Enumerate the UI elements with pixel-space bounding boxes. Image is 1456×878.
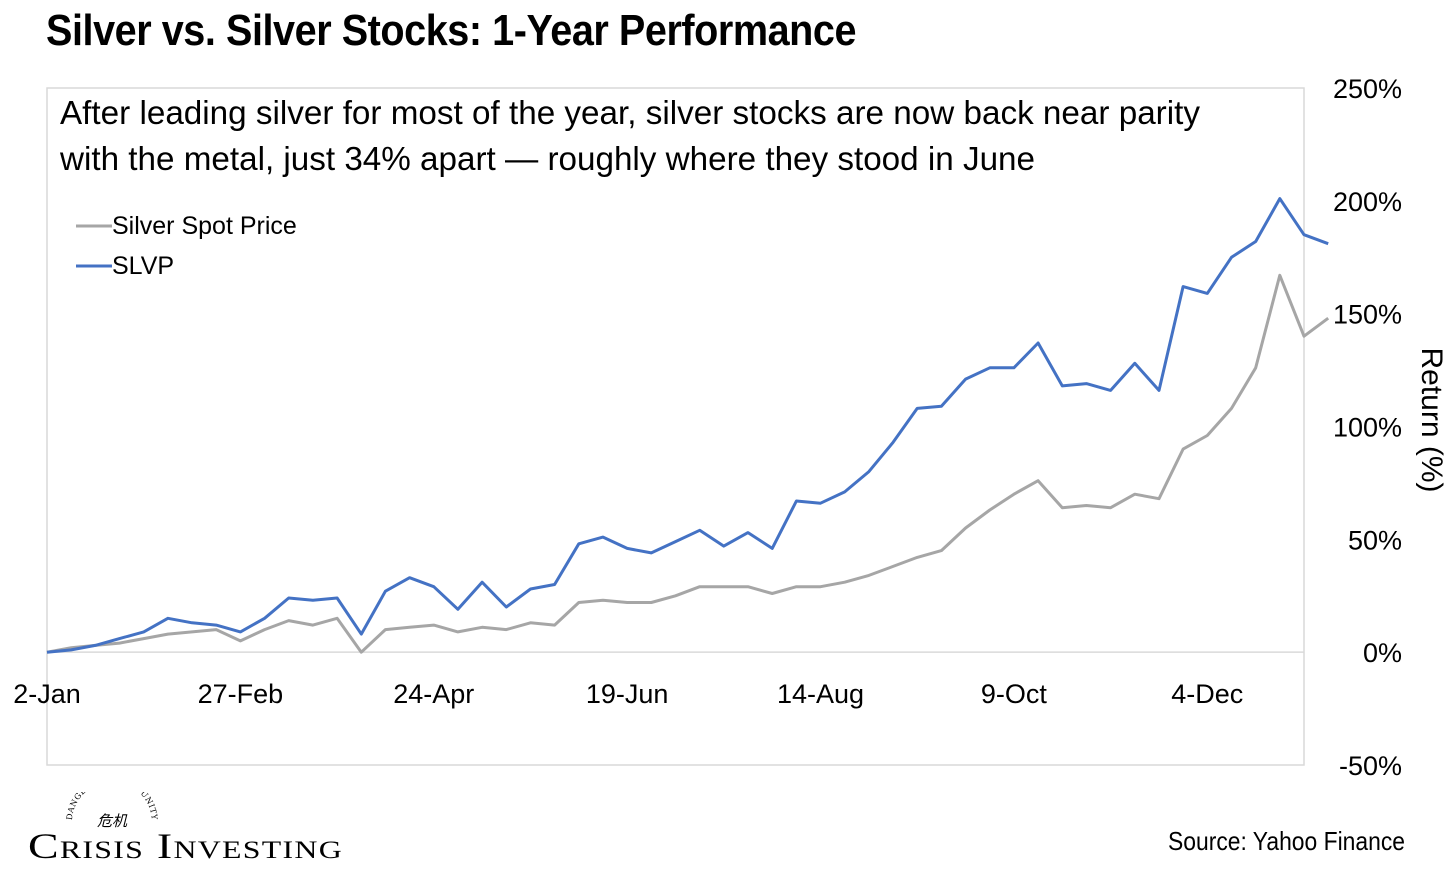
- y-tick-label: 150%: [1333, 300, 1402, 330]
- y-tick-label: 50%: [1348, 525, 1402, 555]
- y-tick-label: 100%: [1333, 413, 1402, 443]
- y-tick-label: 200%: [1333, 187, 1402, 217]
- x-tick-label: 14-Aug: [777, 679, 864, 709]
- y-tick-label: -50%: [1339, 751, 1402, 781]
- legend: Silver Spot Price SLVP: [76, 212, 297, 280]
- series-layer: [46, 197, 1330, 654]
- y-tick-label: 250%: [1333, 74, 1402, 104]
- chart-subtitle-line-1: After leading silver for most of the yea…: [60, 94, 1200, 131]
- x-tick-label: 19-Jun: [586, 679, 669, 709]
- x-axis-ticks: 2-Jan 27-Feb 24-Apr 19-Jun 14-Aug 9-Oct 4-Dec: [13, 679, 1243, 709]
- series-line-silver-spot-price: [46, 273, 1330, 654]
- chart-title: Silver vs. Silver Stocks: 1-Year Perform…: [46, 6, 857, 55]
- series-line-slvp: [46, 197, 1329, 654]
- crisis-investing-logo: DANGER + OPPORTUNITY 危机 Crisis Investing: [28, 775, 358, 873]
- plot-frame: [46, 87, 1305, 766]
- x-tick-label: 2-Jan: [13, 679, 81, 709]
- x-tick-label: 4-Dec: [1171, 679, 1243, 709]
- logo-glyph: 危机: [97, 812, 128, 830]
- x-tick-label: 24-Apr: [393, 679, 474, 709]
- x-tick-label: 27-Feb: [198, 679, 284, 709]
- y-axis-label: Return (%): [1415, 347, 1448, 492]
- logo-wordmark: Crisis Investing: [28, 826, 343, 866]
- y-axis-ticks: -50% 0% 50% 100% 150% 200% 250%: [1333, 74, 1402, 781]
- legend-label-silver: Silver Spot Price: [112, 212, 297, 240]
- logo-mark: DANGER + OPPORTUNITY 危机 Crisis Investing: [28, 775, 343, 866]
- y-tick-label: 0%: [1363, 638, 1402, 668]
- chart-subtitle-line-2: with the metal, just 34% apart — roughly…: [59, 140, 1035, 177]
- x-tick-label: 9-Oct: [981, 679, 1048, 709]
- source-note: Source: Yahoo Finance: [1168, 826, 1406, 856]
- legend-label-slvp: SLVP: [112, 252, 174, 280]
